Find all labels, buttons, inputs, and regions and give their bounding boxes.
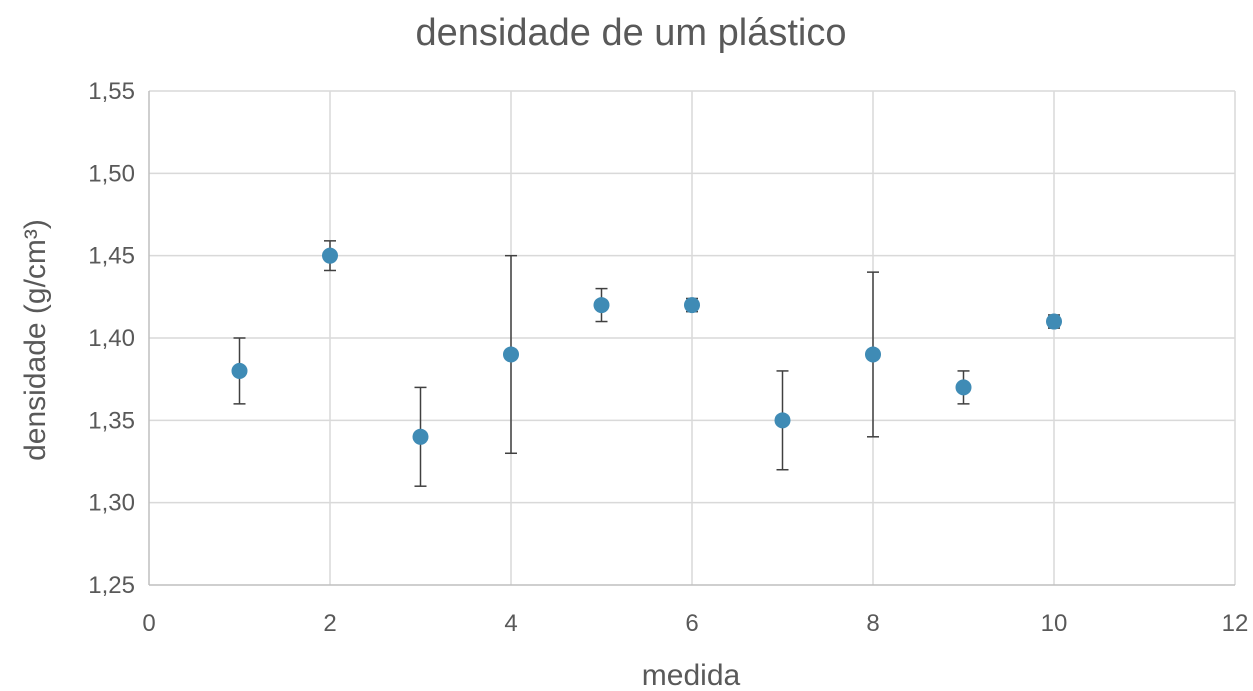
tick-labels: 1,25 1,30 1,35 1,40 1,45 1,50 1,55 0 2 4 6 8 10 12 — [88, 78, 1248, 637]
y-axis-label: densidade (g/cm³) — [19, 219, 52, 461]
x-tick-label: 10 — [1041, 610, 1068, 637]
data-point — [322, 247, 338, 264]
y-tick-label: 1,45 — [88, 243, 135, 270]
data-point — [684, 297, 700, 314]
data-point — [503, 346, 519, 363]
data-point — [412, 428, 429, 445]
y-tick-label: 1,25 — [88, 572, 135, 599]
data-point — [865, 346, 881, 363]
x-tick-label: 0 — [142, 610, 155, 637]
y-tick-label: 1,30 — [88, 490, 135, 517]
y-tick-label: 1,40 — [88, 325, 135, 352]
error-bars — [233, 240, 1060, 487]
data-point — [593, 297, 610, 314]
x-tick-label: 8 — [866, 610, 879, 637]
x-tick-label: 12 — [1222, 610, 1249, 637]
y-tick-label: 1,35 — [88, 407, 135, 434]
x-tick-label: 2 — [323, 610, 336, 637]
chart-title: densidade de um plástico — [416, 12, 847, 54]
x-axis-label: medida — [642, 659, 741, 691]
data-point — [231, 362, 248, 379]
y-tick-label: 1,55 — [88, 78, 135, 105]
gridlines — [149, 90, 1236, 585]
data-point — [774, 412, 791, 429]
data-point — [1046, 313, 1062, 330]
axes — [148, 91, 1235, 586]
data-points — [231, 247, 1062, 445]
y-tick-label: 1,50 — [88, 160, 135, 187]
x-tick-label: 6 — [685, 610, 698, 637]
x-tick-label: 4 — [504, 610, 517, 637]
data-point — [955, 379, 972, 396]
